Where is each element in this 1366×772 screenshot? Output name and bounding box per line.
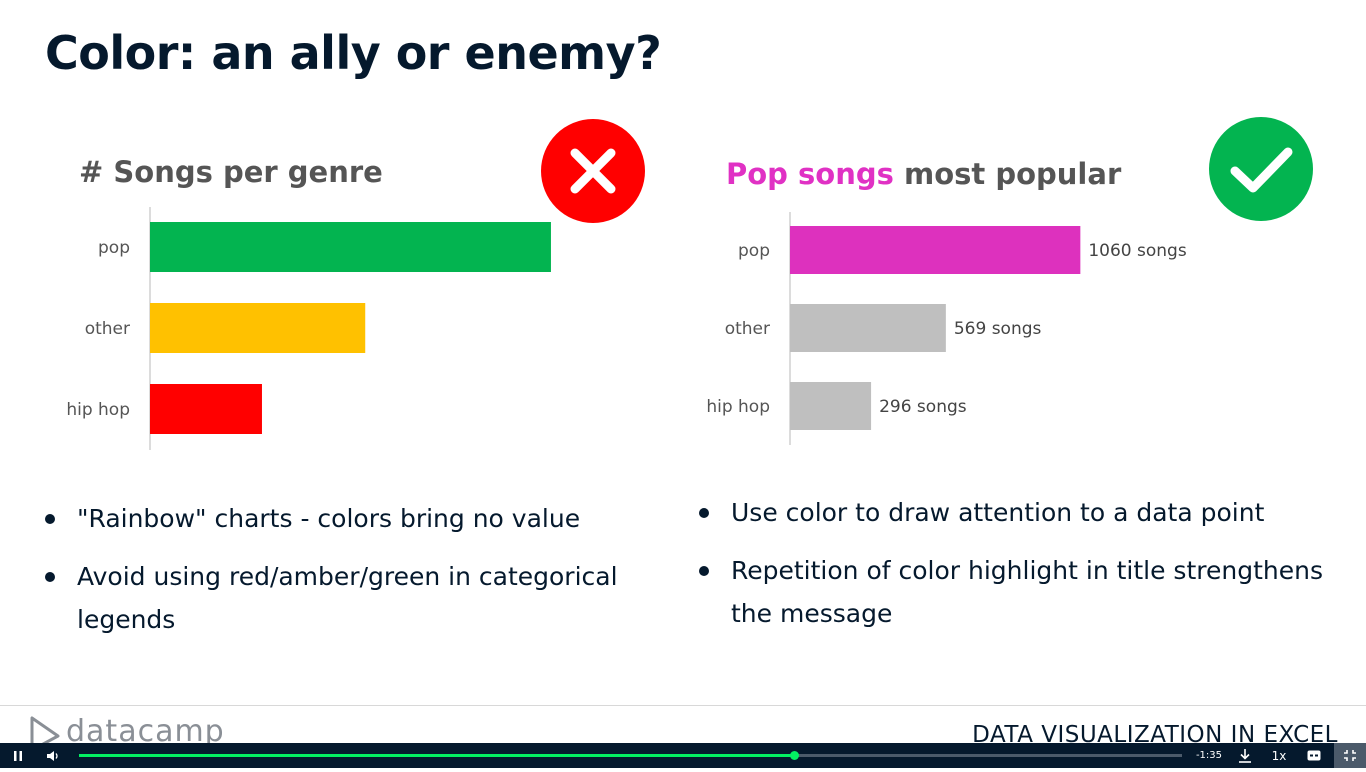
right-bullet-2: Repetition of color highlight in title s… [699, 549, 1339, 635]
left-chart-tick-label: hip hop [66, 400, 130, 420]
left-bullet-list: "Rainbow" charts - colors bring no value… [45, 497, 685, 656]
slide-title: Color: an ally or enemy? [45, 26, 662, 80]
progress-fill [79, 754, 794, 757]
right-chart-title: Pop songs most popular [726, 157, 1121, 191]
right-chart-tick-label: hip hop [706, 397, 770, 417]
speed-button[interactable]: 1x [1271, 748, 1287, 763]
datacamp-logo: datacamp [28, 712, 228, 744]
progress-track[interactable] [79, 751, 1182, 760]
captions-icon [1307, 750, 1321, 761]
right-chart-title-highlight: Pop songs [726, 157, 894, 191]
right-chart-data-label: 569 songs [954, 319, 1042, 339]
right-chart-title-rest: most popular [893, 157, 1122, 191]
exit-fullscreen-icon [1344, 750, 1356, 761]
left-bar-chart: pop other hip hop [66, 207, 551, 450]
volume-icon [47, 750, 58, 761]
left-chart-tick-label: pop [98, 238, 130, 258]
right-chart-tick-label: other [725, 319, 770, 339]
cross-badge [541, 119, 645, 223]
right-chart-bar-pop [790, 226, 1081, 274]
right-bullet-list: Use color to draw attention to a data po… [699, 491, 1339, 650]
video-player-bar: -1:35 1x [0, 743, 1366, 768]
left-bullet-1: "Rainbow" charts - colors bring no value [45, 497, 685, 540]
right-chart-data-label: 296 songs [879, 397, 967, 417]
right-bar-chart: pop 1060 songs other 569 songs hip hop 296 so… [706, 212, 1187, 445]
left-chart-bar-pop [150, 222, 551, 272]
left-chart-tick-label: other [85, 319, 130, 339]
cross-icon [570, 148, 616, 194]
right-bullet-1: Use color to draw attention to a data po… [699, 491, 1339, 534]
right-chart-bar-hip-hop [790, 382, 872, 430]
right-chart-tick-label: pop [738, 241, 770, 261]
check-badge [1209, 117, 1313, 221]
volume-button[interactable] [40, 743, 66, 768]
progress-scrubber[interactable] [789, 751, 799, 760]
right-chart-bar-other [790, 304, 946, 352]
captions-button[interactable] [1302, 743, 1326, 768]
left-chart-bar-hip-hop [150, 384, 262, 434]
right-chart-data-label: 1060 songs [1088, 241, 1186, 261]
check-icon [1230, 147, 1293, 193]
left-chart-bar-other [150, 303, 366, 353]
download-icon [1239, 748, 1251, 763]
exit-fullscreen-button[interactable] [1334, 743, 1366, 768]
datacamp-logo-text: datacamp [66, 714, 225, 744]
pause-icon [14, 750, 22, 761]
time-remaining: -1:35 [1195, 750, 1223, 761]
pause-button[interactable] [6, 743, 30, 768]
download-button[interactable] [1233, 743, 1257, 768]
left-chart-title: # Songs per genre [79, 155, 383, 189]
course-name: DATA VISUALIZATION IN EXCEL [972, 722, 1338, 744]
footer-divider [0, 705, 1366, 706]
datacamp-logo-icon [30, 716, 60, 744]
left-bullet-2: Avoid using red/amber/green in categoric… [45, 555, 685, 641]
